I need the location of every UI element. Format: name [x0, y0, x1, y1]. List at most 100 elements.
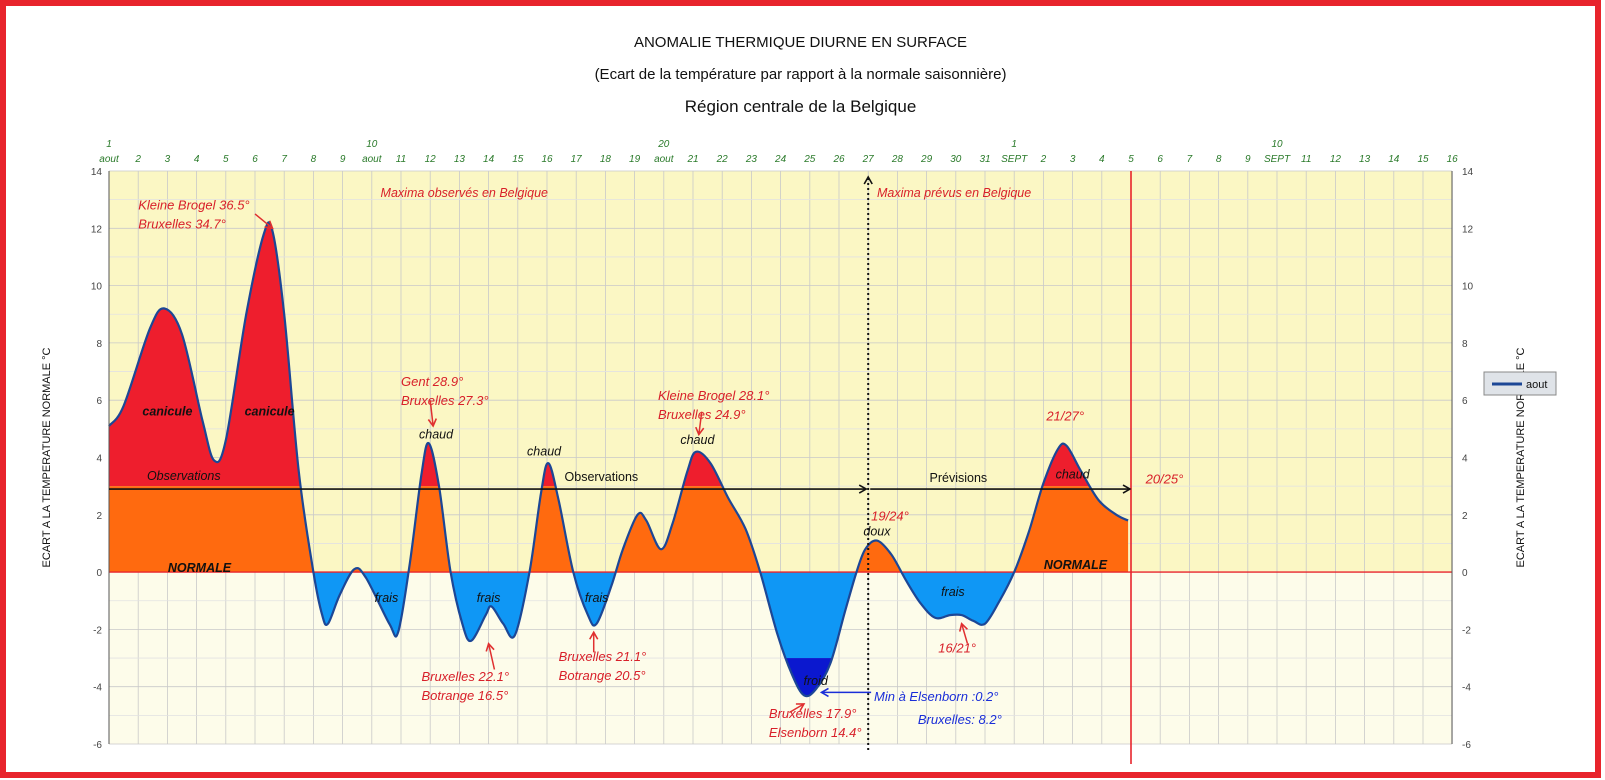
annotation-text: Elsenborn 14.4°	[769, 725, 862, 740]
annotation-arrow	[788, 703, 806, 714]
annotation-text: 16/21°	[938, 640, 976, 655]
y-tick-label-left: 6	[96, 396, 102, 407]
x-day-label: 28	[891, 154, 904, 165]
y-tick-label-left: 8	[96, 339, 102, 350]
observations-label-1: Observations	[147, 469, 221, 483]
y-tick-label-right: 0	[1462, 568, 1468, 579]
annotation-text: Bruxelles 17.9°	[769, 706, 857, 721]
x-day-label: SEPT	[1001, 154, 1028, 165]
x-day-label: 5	[223, 154, 229, 165]
x-day-label: 4	[1099, 154, 1105, 165]
y-tick-label-right: 4	[1462, 454, 1468, 465]
peak-label: chaud	[680, 433, 715, 447]
x-day-label: 3	[1070, 154, 1076, 165]
annotation-text: Bruxelles 27.3°	[401, 393, 489, 408]
annotation-text: Gent 28.9°	[401, 374, 463, 389]
x-day-label: 2	[1040, 154, 1047, 165]
x-day-label: 6	[252, 154, 258, 165]
annotation-text: Botrange 16.5°	[421, 688, 508, 703]
y-tick-label-left: 0	[96, 568, 102, 579]
chart-subtitle: (Ecart de la température par rapport à l…	[594, 66, 1007, 83]
x-day-label: 16	[1447, 154, 1459, 165]
x-day-label: 12	[425, 154, 437, 165]
x-day-label: 14	[483, 154, 495, 165]
x-day-label: 13	[454, 154, 466, 165]
annotation-text: Bruxelles 21.1°	[559, 649, 647, 664]
x-day-label: 14	[1388, 154, 1400, 165]
x-day-label: 26	[832, 154, 845, 165]
y-tick-label-left: -6	[93, 740, 102, 751]
annotation-arrow	[485, 642, 496, 670]
x-month-number-label: 10	[366, 139, 378, 150]
x-day-label: 17	[571, 154, 583, 165]
chart-title: ANOMALIE THERMIQUE DIURNE EN SURFACE	[633, 34, 968, 51]
x-day-label: 7	[1187, 154, 1193, 165]
annotation-text: 20/25°	[1145, 471, 1184, 486]
y-tick-label-right: 12	[1462, 224, 1474, 235]
x-day-label: 18	[600, 154, 612, 165]
max-forecast-label: Maxima prévus en Belgique	[877, 186, 1031, 200]
x-day-label: SEPT	[1264, 154, 1291, 165]
x-day-label: 15	[512, 154, 524, 165]
x-day-label: aout	[654, 154, 675, 165]
x-day-label: 7	[281, 154, 287, 165]
annotation-arrow	[254, 213, 274, 230]
zone-label: NORMALE	[168, 561, 232, 575]
annotation-text: 19/24°	[871, 509, 909, 524]
x-day-label: 12	[1330, 154, 1342, 165]
annotation-text: Bruxelles 34.7°	[138, 217, 226, 232]
y-tick-label-right: 14	[1462, 167, 1474, 178]
x-day-label: 3	[165, 154, 171, 165]
zone-label: canicule	[142, 405, 192, 419]
x-month-number-label: 1	[1011, 139, 1017, 150]
chart-region: Région centrale de la Belgique	[684, 97, 917, 116]
annotation-text-blue: Min à Elsenborn :0.2°	[874, 689, 998, 704]
x-day-label: 6	[1157, 154, 1163, 165]
peak-label: chaud	[527, 445, 562, 459]
y-tick-label-right: -2	[1462, 625, 1471, 636]
y-axis-label-left: ECART A LA TEMPERATURE NORMALE °C	[41, 347, 53, 567]
x-day-label: 8	[311, 154, 317, 165]
x-day-label: aout	[99, 154, 120, 165]
x-day-label: 5	[1128, 154, 1134, 165]
previsions-label: Prévisions	[930, 471, 988, 485]
zone-label: canicule	[245, 405, 295, 419]
grid	[108, 170, 1453, 745]
x-day-label: 19	[629, 154, 641, 165]
annotation-arrow	[695, 411, 705, 437]
x-day-label: 29	[920, 154, 933, 165]
annotation-text: 21/27°	[1045, 408, 1084, 423]
y-tick-label-right: -6	[1462, 740, 1471, 751]
zone-label: frais	[941, 585, 965, 599]
y-tick-label-left: 4	[96, 454, 102, 465]
zone-label: frais	[477, 591, 501, 605]
observations-label-2: Observations	[565, 470, 639, 484]
x-day-label: 25	[803, 154, 816, 165]
annotation-text: Kleine Brogel 36.5°	[138, 198, 249, 213]
y-tick-label-right: 2	[1462, 511, 1468, 522]
annotation-text: Bruxelles 22.1°	[421, 669, 509, 684]
annotation-text: Botrange 20.5°	[559, 668, 646, 683]
peak-label: chaud	[1056, 467, 1091, 481]
x-day-label: 11	[396, 154, 406, 165]
x-day-label: 2	[134, 154, 141, 165]
annotation-arrow	[427, 400, 438, 428]
y-tick-label-left: 14	[91, 167, 103, 178]
zone-label: NORMALE	[1044, 558, 1108, 572]
y-tick-label-right: 8	[1462, 339, 1468, 350]
annotation-text: Kleine Brogel 28.1°	[658, 388, 769, 403]
zone-label: froid	[803, 674, 828, 688]
y-tick-label-left: 12	[91, 224, 103, 235]
y-tick-label-right: -4	[1462, 683, 1471, 694]
y-tick-label-left: 2	[96, 511, 102, 522]
x-day-label: aout	[362, 154, 383, 165]
series-line-aout	[108, 221, 1129, 698]
annotation-arrow	[958, 622, 969, 644]
peak-label: chaud	[419, 427, 454, 441]
x-month-number-label: 20	[657, 139, 670, 150]
x-day-label: 16	[541, 154, 553, 165]
x-day-label: 4	[194, 154, 200, 165]
x-month-number-label: 1	[106, 139, 112, 150]
zone-label: frais	[375, 591, 399, 605]
